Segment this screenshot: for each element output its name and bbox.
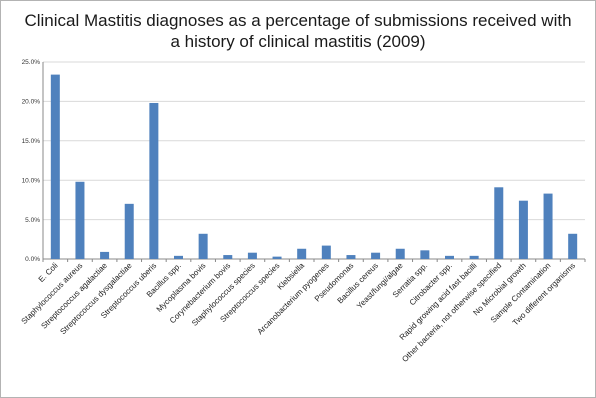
bar: [272, 256, 282, 259]
bar: [223, 255, 233, 259]
bar: [346, 255, 356, 259]
bar: [543, 193, 553, 259]
bar: [568, 233, 578, 259]
bar: [124, 203, 134, 259]
bar: [321, 245, 331, 259]
x-tick-label: Citrobacter spp.: [408, 261, 454, 307]
bar: [395, 248, 405, 259]
bar: [100, 251, 110, 259]
bar: [371, 252, 381, 259]
chart-title: Clinical Mastitis diagnoses as a percent…: [1, 10, 595, 52]
bar: [50, 74, 60, 259]
bar: [174, 255, 183, 259]
bar: [445, 255, 454, 259]
bar: [469, 255, 479, 259]
x-tick-label: E. Coli: [37, 261, 60, 284]
y-tick-label: 5.0%: [25, 217, 40, 224]
bar: [75, 181, 85, 259]
bar: [494, 187, 504, 259]
bar: [149, 102, 159, 259]
bar: [297, 248, 307, 259]
y-tick-label: 20.0%: [22, 99, 41, 106]
y-tick-label: 10.0%: [22, 177, 41, 184]
y-tick-label: 25.0%: [22, 59, 41, 66]
y-tick-label: 15.0%: [22, 138, 41, 145]
y-tick-label: 0.0%: [25, 256, 40, 263]
bar: [518, 200, 528, 259]
bar: [247, 252, 257, 259]
chart-title-line-1: Clinical Mastitis diagnoses as a percent…: [24, 11, 572, 30]
chart-title-line-2: a history of clinical mastitis (2009): [170, 32, 426, 51]
bar: [420, 250, 430, 259]
bar: [198, 233, 208, 259]
